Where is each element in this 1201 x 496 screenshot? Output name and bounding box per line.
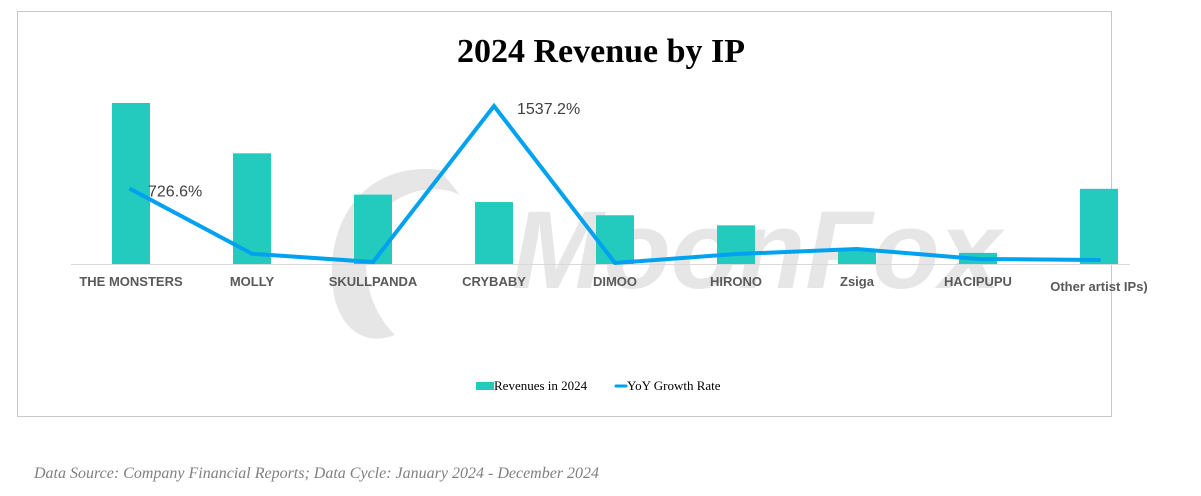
- x-tick-label: DIMOO: [593, 274, 637, 289]
- x-tick-label: HACIPUPU: [944, 274, 1012, 289]
- data-label-yoy: 1537.2%: [517, 101, 580, 118]
- legend: Revenues in 2024 YoY Growth Rate: [476, 378, 721, 393]
- data-label-yoy: 726.6%: [148, 183, 202, 200]
- chart-frame: [17, 11, 1112, 417]
- data-labels: 726.6% 1537.2%: [148, 101, 580, 200]
- data-source-footnote: Data Source: Company Financial Reports; …: [34, 465, 600, 482]
- bar-other-artist-ips: [1080, 188, 1118, 264]
- bar-skullpanda: [354, 194, 392, 264]
- legend-item-revenues[interactable]: Revenues in 2024: [476, 378, 588, 393]
- bar-hirono: [717, 225, 755, 264]
- line-series: [129, 102, 1101, 266]
- legend-label-yoy: YoY Growth Rate: [627, 378, 721, 393]
- x-tick-label: Other artist IPs): [1050, 279, 1148, 294]
- bar-zsiga: [838, 250, 876, 264]
- x-tick-label: SKULLPANDA: [329, 274, 418, 289]
- watermark-text: MoonFox: [512, 189, 1005, 312]
- x-tick-label: Zsiga: [840, 274, 875, 289]
- bar-series: [112, 103, 1118, 264]
- chart-title: 2024 Revenue by IP: [457, 33, 745, 70]
- watermark-logo-icon: [331, 169, 460, 339]
- legend-item-yoy[interactable]: YoY Growth Rate: [614, 378, 721, 393]
- x-tick-label: THE MONSTERS: [79, 274, 183, 289]
- x-tick-label: HIRONO: [710, 274, 762, 289]
- bar-dimoo: [596, 215, 634, 264]
- x-tick-label: CRYBABY: [462, 274, 526, 289]
- legend-label-revenues: Revenues in 2024: [494, 378, 588, 393]
- x-tick-label: MOLLY: [230, 274, 275, 289]
- bar-the-monsters: [112, 103, 150, 264]
- x-tick-labels: THE MONSTERS MOLLY SKULLPANDA CRYBABY DIMOO H…: [79, 274, 1147, 294]
- legend-swatch-revenues: [476, 382, 494, 390]
- bar-crybaby: [475, 202, 513, 264]
